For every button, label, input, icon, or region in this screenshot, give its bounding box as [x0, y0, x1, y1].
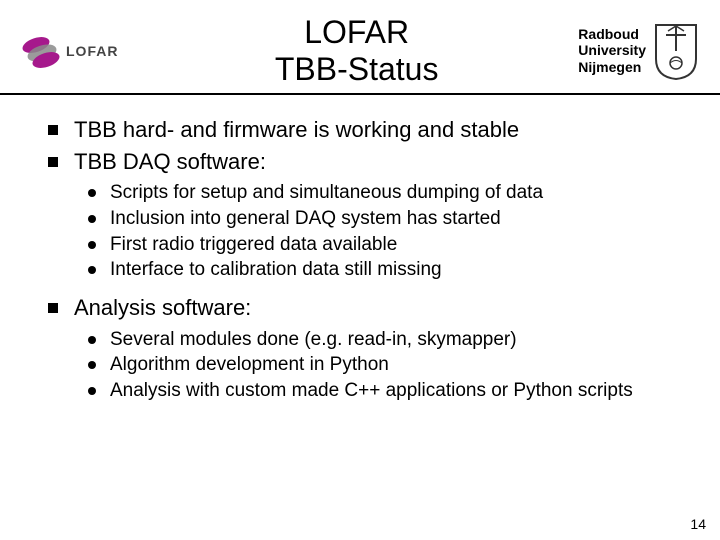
- sub-list-item: First radio triggered data available: [88, 232, 690, 258]
- radboud-text: Radboud University Nijmegen: [578, 26, 646, 74]
- sub-list-item-text: Interface to calibration data still miss…: [110, 259, 442, 280]
- bullet-list: TBB hard- and firmware is working and st…: [48, 115, 690, 404]
- radboud-line-2: University: [578, 42, 646, 58]
- list-item: Analysis software: Several modules done …: [48, 293, 690, 404]
- sub-list-item: Scripts for setup and simultaneous dumpi…: [88, 180, 690, 206]
- sub-list: Several modules done (e.g. read-in, skym…: [88, 327, 690, 404]
- sub-list: Scripts for setup and simultaneous dumpi…: [88, 180, 690, 283]
- sub-list-item: Algorithm development in Python: [88, 352, 690, 378]
- radboud-block: Radboud University Nijmegen: [578, 21, 700, 81]
- lofar-logo: LOFAR: [20, 33, 135, 69]
- lofar-logo-icon: [20, 33, 62, 69]
- sub-list-item-text: Analysis with custom made C++ applicatio…: [110, 380, 633, 401]
- sub-list-item-text: First radio triggered data available: [110, 234, 397, 255]
- radboud-emblem-icon: [652, 21, 700, 81]
- title-line-1: LOFAR: [135, 14, 578, 51]
- sub-list-item-text: Scripts for setup and simultaneous dumpi…: [110, 182, 543, 203]
- list-item-text: TBB DAQ software:: [74, 149, 266, 174]
- sub-list-item-text: Inclusion into general DAQ system has st…: [110, 208, 501, 229]
- radboud-line-1: Radboud: [578, 26, 646, 42]
- list-item-text: Analysis software:: [74, 295, 251, 320]
- slide-title: LOFAR TBB-Status: [135, 14, 578, 88]
- list-item-text: TBB hard- and firmware is working and st…: [74, 117, 519, 142]
- title-line-2: TBB-Status: [135, 51, 578, 88]
- sub-list-item-text: Several modules done (e.g. read-in, skym…: [110, 329, 517, 350]
- slide-content: TBB hard- and firmware is working and st…: [0, 95, 720, 404]
- sub-list-item: Inclusion into general DAQ system has st…: [88, 206, 690, 232]
- sub-list-item: Interface to calibration data still miss…: [88, 257, 690, 283]
- sub-list-item-text: Algorithm development in Python: [110, 354, 389, 375]
- list-item: TBB DAQ software: Scripts for setup and …: [48, 147, 690, 283]
- page-number: 14: [690, 516, 706, 532]
- radboud-line-3: Nijmegen: [578, 59, 646, 75]
- list-item: TBB hard- and firmware is working and st…: [48, 115, 690, 145]
- lofar-logo-text: LOFAR: [66, 43, 118, 59]
- sub-list-item: Several modules done (e.g. read-in, skym…: [88, 327, 690, 353]
- sub-list-item: Analysis with custom made C++ applicatio…: [88, 378, 690, 404]
- slide-header: LOFAR LOFAR TBB-Status Radboud Universit…: [0, 0, 720, 95]
